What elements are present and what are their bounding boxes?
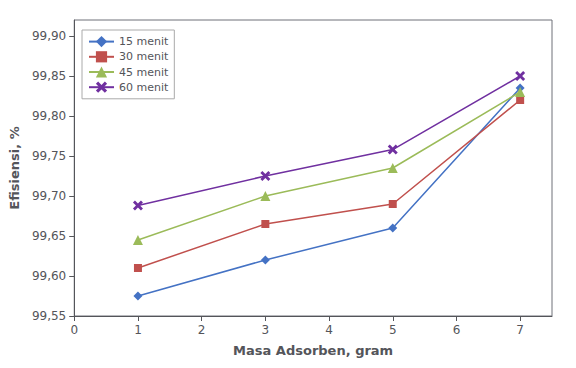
svg-text:45 menit: 45 menit	[119, 66, 169, 79]
svg-text:60 menit: 60 menit	[119, 81, 169, 94]
svg-text:99,60: 99,60	[32, 269, 66, 283]
svg-text:5: 5	[389, 323, 397, 337]
svg-text:1: 1	[134, 323, 142, 337]
svg-text:99,65: 99,65	[32, 229, 66, 243]
svg-text:Masa Adsorben, gram: Masa Adsorben, gram	[233, 343, 393, 358]
svg-text:2: 2	[198, 323, 206, 337]
svg-text:30 menit: 30 menit	[119, 50, 169, 63]
svg-text:99,85: 99,85	[32, 69, 66, 83]
svg-text:99,75: 99,75	[32, 149, 66, 163]
svg-text:7: 7	[516, 323, 524, 337]
svg-text:15 menit: 15 menit	[119, 35, 169, 48]
svg-text:99,90: 99,90	[32, 29, 66, 43]
svg-text:3: 3	[262, 323, 270, 337]
svg-text:99,70: 99,70	[32, 189, 66, 203]
svg-text:Efisiensi, %: Efisiensi, %	[7, 126, 22, 209]
svg-text:0: 0	[70, 323, 78, 337]
svg-text:4: 4	[325, 323, 333, 337]
svg-text:6: 6	[453, 323, 461, 337]
svg-text:99,55: 99,55	[32, 309, 66, 323]
svg-text:99,80: 99,80	[32, 109, 66, 123]
